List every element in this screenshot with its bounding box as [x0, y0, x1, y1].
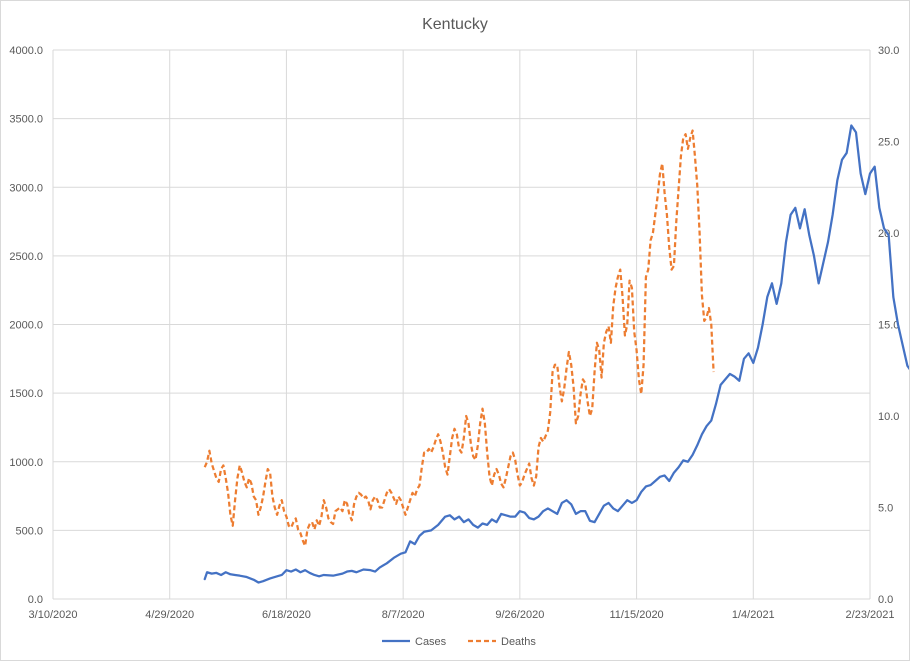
left-tick-label: 2500.0	[9, 251, 43, 263]
legend-item-cases: Cases	[382, 636, 447, 648]
series-line-cases	[203, 124, 909, 584]
left-tick-label: 1500.0	[9, 388, 43, 400]
left-tick-label: 3500.0	[9, 114, 43, 126]
x-tick-label: 2/23/2021	[846, 609, 895, 621]
legend-label-deaths: Deaths	[501, 636, 536, 648]
x-axis-ticks: 3/10/2020 4/29/2020 6/18/2020 8/7/2020 9/26/…	[29, 609, 895, 621]
chart-title: Kentucky	[422, 16, 488, 33]
chart-legend: Cases Deaths	[382, 636, 536, 648]
right-tick-label: 15.0	[878, 320, 899, 332]
right-axis-ticks: 0.05.010.015.020.025.030.0	[878, 45, 899, 606]
x-tick-label: 8/7/2020	[382, 609, 425, 621]
x-tick-label: 1/4/2021	[732, 609, 775, 621]
left-tick-label: 2000.0	[9, 320, 43, 332]
x-tick-label: 9/26/2020	[495, 609, 544, 621]
series-line-deaths	[203, 129, 715, 548]
x-tick-label: 4/29/2020	[145, 609, 194, 621]
series-lines	[203, 124, 909, 584]
left-axis-ticks: 0.0 500.0 1000.0 1500.0 2000.0 2500.0 3000.0 35…	[9, 45, 43, 606]
left-tick-label: 4000.0	[9, 45, 43, 57]
left-tick-label: 500.0	[15, 525, 43, 537]
legend-label-cases: Cases	[415, 636, 447, 648]
left-tick-label: 1000.0	[9, 457, 43, 469]
gridlines	[52, 49, 871, 600]
right-tick-label: 10.0	[878, 411, 899, 423]
x-tick-label: 11/15/2020	[609, 609, 663, 621]
left-tick-label: 3000.0	[9, 182, 43, 194]
right-tick-label: 5.0	[878, 503, 893, 515]
left-tick-label: 0.0	[28, 594, 43, 606]
right-tick-label: 25.0	[878, 137, 899, 149]
legend-item-deaths: Deaths	[468, 636, 536, 648]
right-tick-label: 0.0	[878, 594, 893, 606]
x-tick-label: 3/10/2020	[29, 609, 78, 621]
x-tick-label: 6/18/2020	[262, 609, 311, 621]
right-tick-label: 30.0	[878, 45, 899, 57]
